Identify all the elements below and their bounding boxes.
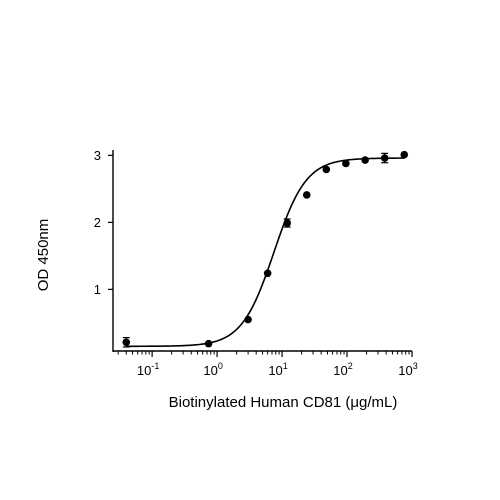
data-point xyxy=(342,159,350,168)
x-tick-exponent: 0 xyxy=(218,361,223,371)
fit-curve xyxy=(126,157,405,348)
x-tick-exponent: -1 xyxy=(151,361,159,371)
data-point xyxy=(244,315,252,324)
data-point xyxy=(361,156,369,164)
data-point xyxy=(204,339,213,348)
x-tick-label: 101 xyxy=(268,361,287,378)
x-tick-exponent: 2 xyxy=(348,361,353,371)
data-point xyxy=(122,338,131,347)
x-tick-label: 100 xyxy=(203,361,222,378)
x-tick-exponent: 3 xyxy=(413,361,418,371)
x-tick-exponent: 1 xyxy=(283,361,288,371)
data-point xyxy=(322,165,331,174)
x-axis-label: Biotinylated Human CD81 (μg/mL) xyxy=(169,394,398,411)
y-tick-label: 2 xyxy=(94,215,101,230)
data-point xyxy=(283,219,292,227)
y-axis-label: OD 450nm xyxy=(35,219,52,292)
data-point xyxy=(302,191,311,199)
y-tick-label: 3 xyxy=(94,148,101,163)
data-point xyxy=(263,269,272,278)
axes xyxy=(112,150,412,352)
x-tick-label: 102 xyxy=(333,361,352,378)
data-point xyxy=(400,150,409,159)
x-tick-label: 103 xyxy=(398,361,417,378)
y-tick-label: 1 xyxy=(94,282,101,297)
data-points xyxy=(122,150,409,348)
fit-curve-layer xyxy=(126,157,405,348)
x-tick-label: 10-1 xyxy=(137,361,159,378)
data-point xyxy=(380,154,389,162)
